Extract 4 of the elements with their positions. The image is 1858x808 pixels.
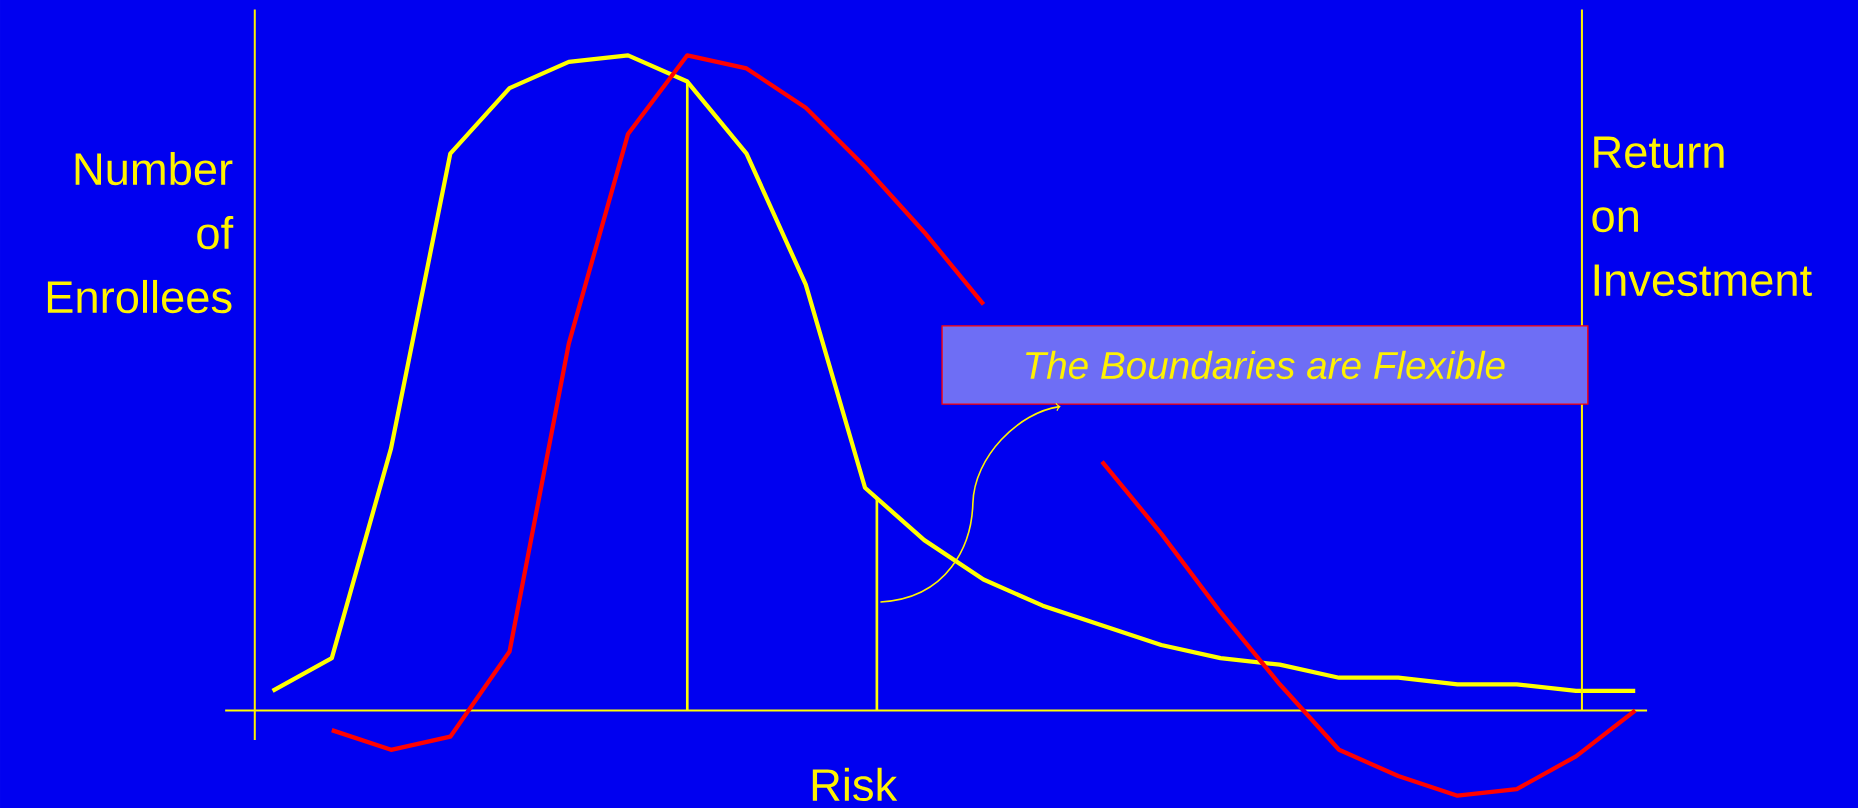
annotation: The Boundaries are Flexible xyxy=(1026,350,1505,380)
x-axis-title: Risk xyxy=(812,767,898,802)
y-axis-title: Number of Enrollees xyxy=(47,151,234,314)
y2-axis-title: Return on Investment xyxy=(1592,136,1812,297)
